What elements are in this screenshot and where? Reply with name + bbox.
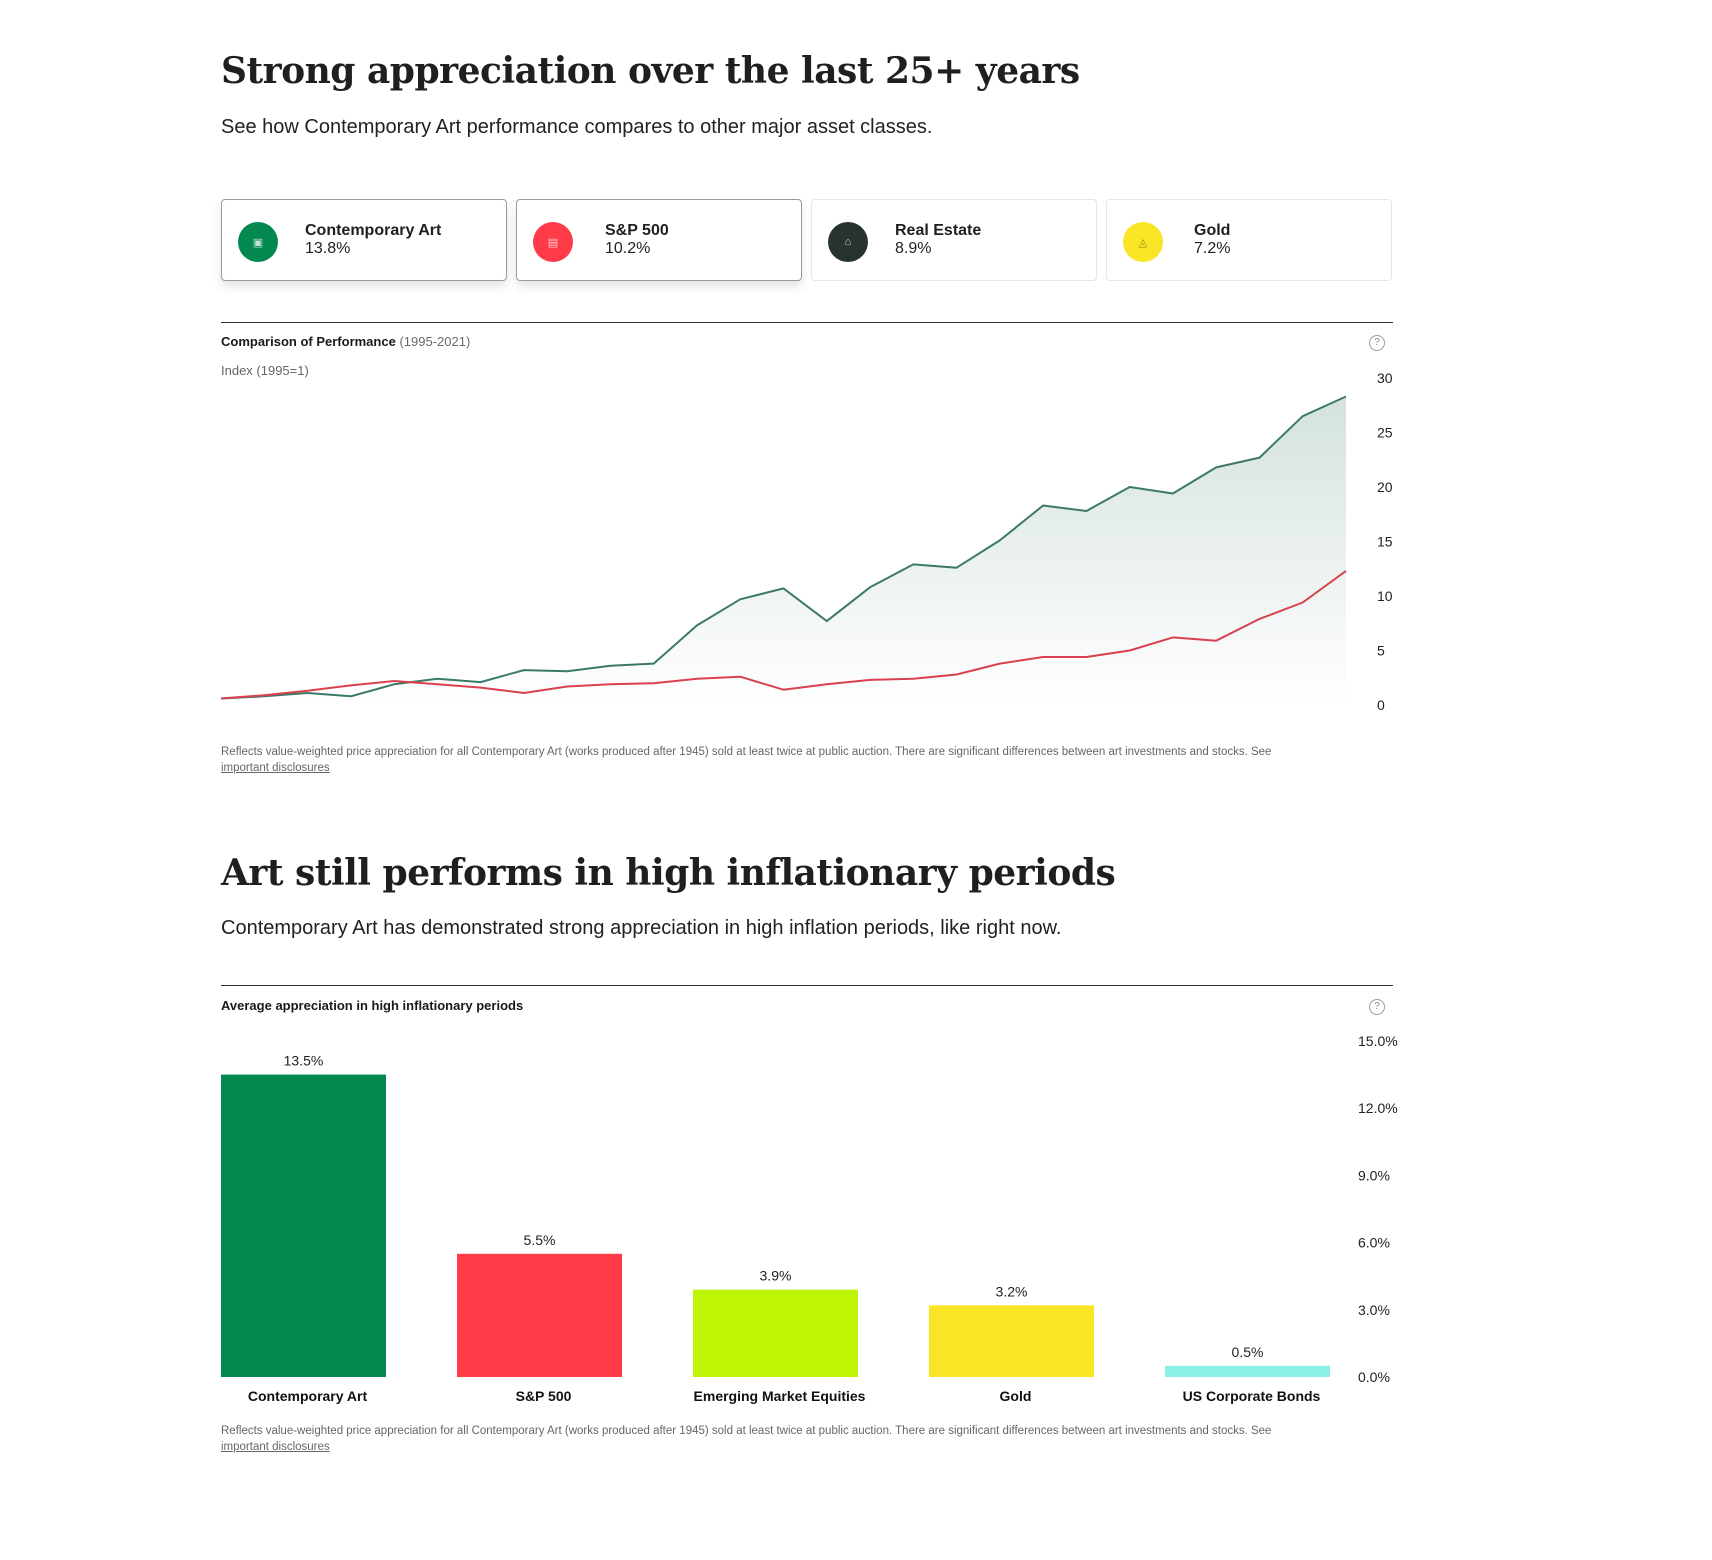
y-tick-label: 15.0% [1358, 1033, 1398, 1049]
y-tick-label: 25 [1377, 425, 1393, 441]
help-icon[interactable]: ? [1369, 335, 1385, 351]
gold-bars-icon: ◬ [1123, 222, 1163, 262]
bar [221, 1074, 386, 1377]
important-disclosures-link[interactable]: important disclosures [221, 1441, 330, 1453]
section-subtitle-inflation: Contemporary Art has demonstrated strong… [221, 917, 1062, 939]
asset-card-name: S&P 500 [605, 222, 669, 239]
asset-card-row: ▣ Contemporary Art 13.8% ▤ S&P 500 10.2%… [221, 199, 1393, 281]
asset-card-value: 13.8% [305, 240, 351, 257]
chart-title-inflation: Average appreciation in high inflationar… [221, 998, 523, 1013]
bar-value-label: 3.2% [996, 1283, 1028, 1299]
section-subtitle-performance: See how Contemporary Art performance com… [221, 116, 933, 138]
bar [693, 1289, 858, 1377]
asset-card-name: Real Estate [895, 222, 982, 239]
y-tick-label: 10 [1377, 588, 1393, 604]
asset-card-contemporary-art[interactable]: ▣ Contemporary Art 13.8% [221, 199, 507, 281]
y-tick-label: 15 [1377, 534, 1393, 550]
series-area-0 [221, 396, 1346, 705]
asset-card-sp500[interactable]: ▤ S&P 500 10.2% [516, 199, 802, 281]
stocks-icon: ▤ [533, 222, 573, 262]
house-icon: ⌂ [828, 222, 868, 262]
y-tick-label: 30 [1377, 370, 1393, 386]
bar-value-label: 5.5% [524, 1232, 556, 1248]
bar [457, 1253, 622, 1377]
asset-card-real-estate[interactable]: ⌂ Real Estate 8.9% [811, 199, 1097, 281]
section-title-inflation: Art still performs in high inflationary … [221, 852, 1116, 894]
bar [1165, 1365, 1330, 1377]
chart-title-bold: Average appreciation in high inflationar… [221, 998, 524, 1013]
x-tick-label: Gold [1000, 1388, 1032, 1404]
y-tick-label: 9.0% [1358, 1167, 1390, 1183]
bar-chart: 15.0% 12.0% 9.0% 6.0% 3.0% 0.0% 13.5% Contempor… [221, 1033, 1398, 1404]
chart-footnote: Reflects value-weighted price appreciati… [221, 1423, 1401, 1455]
y-tick-label: 0.0% [1358, 1369, 1390, 1385]
y-tick-label: 20 [1377, 479, 1393, 495]
y-tick-label: 0 [1377, 697, 1385, 713]
chart-title-performance: Comparison of Performance (1995-2021) [221, 334, 470, 349]
x-tick-label: Emerging Market Equities [694, 1388, 866, 1404]
asset-card-name: Contemporary Art [305, 222, 442, 239]
section-title-performance: Strong appreciation over the last 25+ ye… [221, 50, 1080, 92]
important-disclosures-link[interactable]: important disclosures [221, 762, 330, 774]
asset-card-gold[interactable]: ◬ Gold 7.2% [1106, 199, 1392, 281]
asset-card-value: 8.9% [895, 240, 932, 257]
art-icon: ▣ [238, 222, 278, 262]
chart-footnote: Reflects value-weighted price appreciati… [221, 744, 1401, 776]
asset-card-value: 7.2% [1194, 240, 1231, 257]
bar-value-label: 3.9% [760, 1268, 792, 1284]
y-tick-label: 6.0% [1358, 1235, 1390, 1251]
footnote-text: Reflects value-weighted price appreciati… [221, 1425, 1272, 1437]
x-tick-label: US Corporate Bonds [1183, 1388, 1321, 1404]
y-tick-label: 3.0% [1358, 1302, 1390, 1318]
x-tick-label: S&P 500 [516, 1388, 572, 1404]
x-tick-label: Contemporary Art [248, 1388, 368, 1404]
series-line-s-p-500 [220, 570, 1347, 700]
y-axis-label: Index (1995=1) [221, 363, 309, 378]
bar-value-label: 0.5% [1232, 1344, 1264, 1360]
chart-title-bold: Comparison of Performance [221, 334, 396, 349]
bar-value-label: 13.5% [284, 1053, 324, 1069]
asset-card-value: 10.2% [605, 240, 651, 257]
y-tick-label: 5 [1377, 643, 1385, 659]
chart-title-range: (1995-2021) [399, 334, 471, 349]
chart-divider [221, 322, 1393, 323]
footnote-text: Reflects value-weighted price appreciati… [221, 746, 1272, 758]
y-tick-label: 12.0% [1358, 1100, 1398, 1116]
line-chart: 30 25 20 15 10 5 0 [220, 370, 1393, 713]
help-icon[interactable]: ? [1369, 999, 1385, 1015]
asset-card-name: Gold [1194, 222, 1231, 239]
bar [929, 1305, 1094, 1377]
chart-divider [221, 985, 1393, 986]
